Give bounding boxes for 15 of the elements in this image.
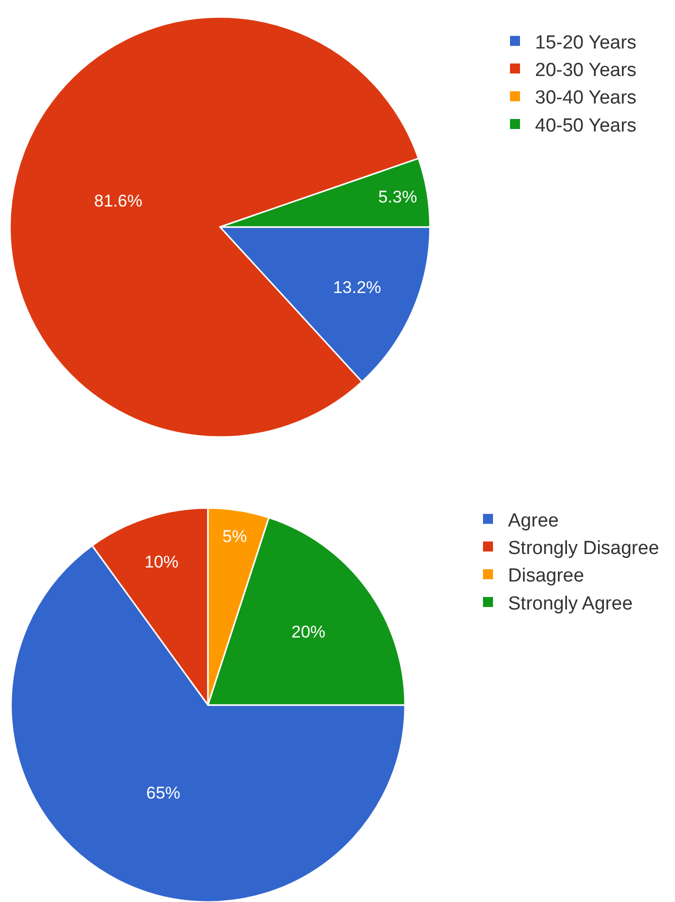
legend-label: Disagree [508,566,584,587]
legend-label: 30-40 Years [535,88,636,109]
data-label: 20% [291,622,326,642]
legend-label: Agree [508,510,559,532]
data-label: 65% [146,783,180,802]
data-label: 10% [144,552,179,572]
legend-label: Strongly Agree [508,593,633,614]
data-label: 13.2% [332,278,382,297]
legend-label: Strongly Disagree [508,538,660,559]
data-label: 81.6% [94,192,142,211]
data-label: 5% [222,527,247,546]
legend-label: 15-20 Years [535,32,636,54]
data-label: 5.3% [378,188,418,207]
legend-label: 40-50 Years [535,115,636,136]
legend-label: 20-30 Years [535,60,636,81]
